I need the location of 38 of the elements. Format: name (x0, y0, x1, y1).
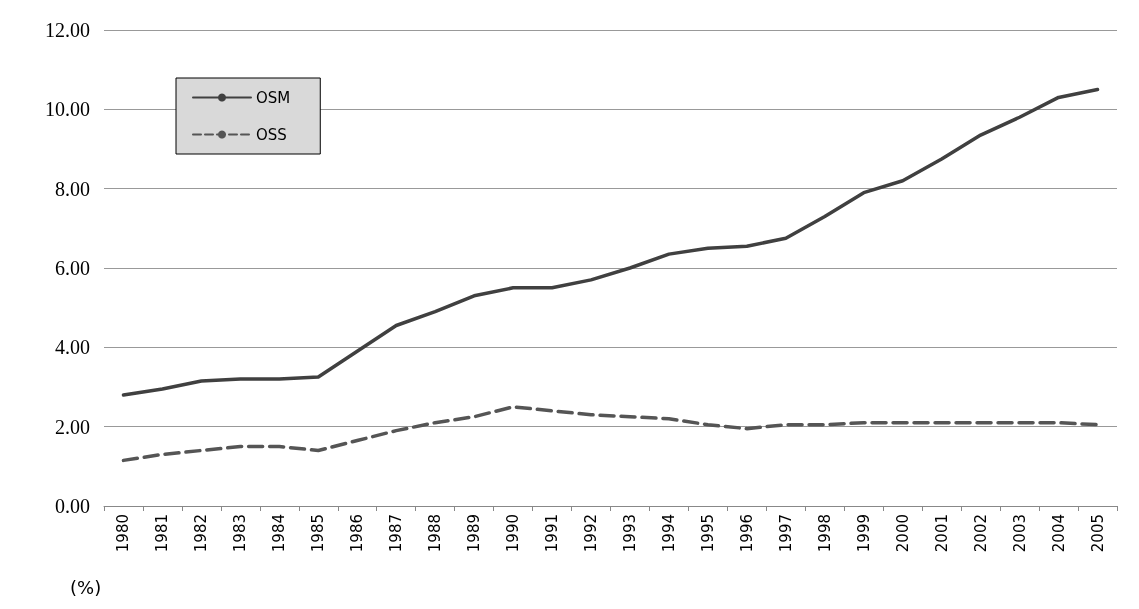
line-series (121, 87, 1100, 397)
y-tick-label: 0.00 (55, 495, 90, 517)
y-tick-label: 4.00 (55, 336, 90, 359)
x-tick-label: 1999 (854, 514, 873, 553)
x-tick-label: 1993 (620, 514, 639, 553)
x-tick-label: 1995 (698, 514, 717, 553)
x-tick-label: 1991 (543, 514, 562, 553)
x-tick-label: 1980 (114, 514, 133, 553)
x-tick-label: 1986 (348, 514, 367, 553)
x-tick-label: 1996 (737, 514, 756, 553)
line-series (121, 405, 1100, 463)
y-tick-label: 10.00 (45, 98, 90, 121)
x-tick-label: 1990 (504, 514, 523, 553)
x-tick-label: 2005 (1088, 514, 1107, 553)
x-tick-label: 1983 (231, 514, 250, 553)
y-tick-label: 2.00 (55, 415, 90, 438)
legend-label: OSM (256, 88, 291, 107)
x-tick-label: 2004 (1049, 514, 1068, 553)
y-tick-label: 6.00 (55, 257, 90, 279)
x-tick-label: 1997 (776, 514, 795, 553)
x-tick-label: 2003 (1010, 514, 1029, 553)
x-tick-label: 1981 (153, 514, 172, 553)
x-tick-label: 2002 (971, 514, 990, 553)
x-tick-label: 1988 (426, 514, 445, 553)
x-tick-label: 1989 (465, 514, 484, 553)
x-tick-label: 2000 (893, 514, 912, 553)
x-tick-label: 1992 (582, 514, 601, 553)
x-tick-label: 2001 (932, 514, 951, 553)
x-tick-label: 1994 (659, 514, 678, 553)
y-axis-title: (%) (70, 576, 102, 598)
x-tick-label: 1987 (387, 514, 406, 553)
x-tick-label: 1998 (815, 514, 834, 553)
x-tick-label: 1984 (270, 514, 289, 553)
y-tick-label: 12.00 (45, 19, 90, 41)
legend-label: OSS (256, 125, 287, 144)
x-tick-label: 1985 (309, 514, 328, 553)
x-tick-label: 1982 (192, 514, 211, 553)
y-tick-label: 8.00 (55, 177, 90, 200)
